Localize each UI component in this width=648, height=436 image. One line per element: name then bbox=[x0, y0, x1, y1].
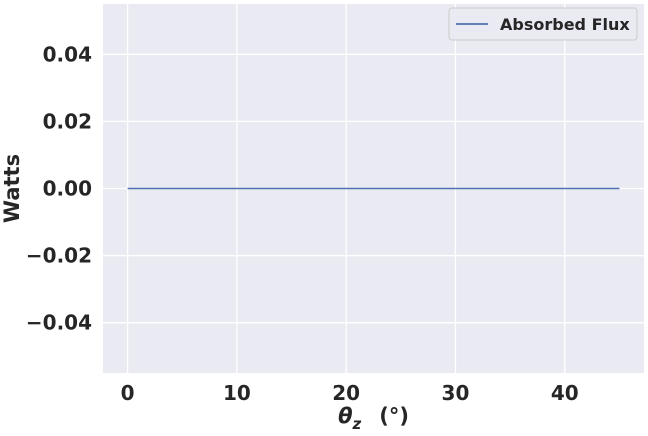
x-axis-symbol: θ bbox=[338, 404, 352, 428]
y-tick-label-0: −0.04 bbox=[26, 311, 92, 335]
legend-label-absorbed-flux: Absorbed Flux bbox=[500, 15, 630, 34]
x-tick-label-0: 0 bbox=[121, 381, 135, 405]
x-axis-title: θz (°) bbox=[338, 404, 409, 432]
x-axis-unit: (°) bbox=[379, 404, 409, 428]
y-tick-label-3: 0.02 bbox=[43, 109, 92, 133]
x-tick-label-10: 10 bbox=[223, 381, 251, 405]
tick-labels: 0 10 20 30 40 −0.04 −0.02 0.00 0.02 0.04 bbox=[26, 42, 579, 405]
legend: Absorbed Flux bbox=[448, 7, 638, 41]
x-tick-label-20: 20 bbox=[332, 381, 360, 405]
y-tick-label-4: 0.04 bbox=[43, 42, 92, 66]
y-tick-label-1: −0.02 bbox=[26, 244, 92, 268]
x-tick-label-40: 40 bbox=[551, 381, 579, 405]
x-tick-label-30: 30 bbox=[442, 381, 470, 405]
legend-box bbox=[448, 7, 638, 41]
y-tick-label-2: 0.00 bbox=[43, 177, 92, 201]
x-axis-subscript: z bbox=[352, 415, 362, 432]
y-axis-title: Watts bbox=[0, 154, 24, 223]
